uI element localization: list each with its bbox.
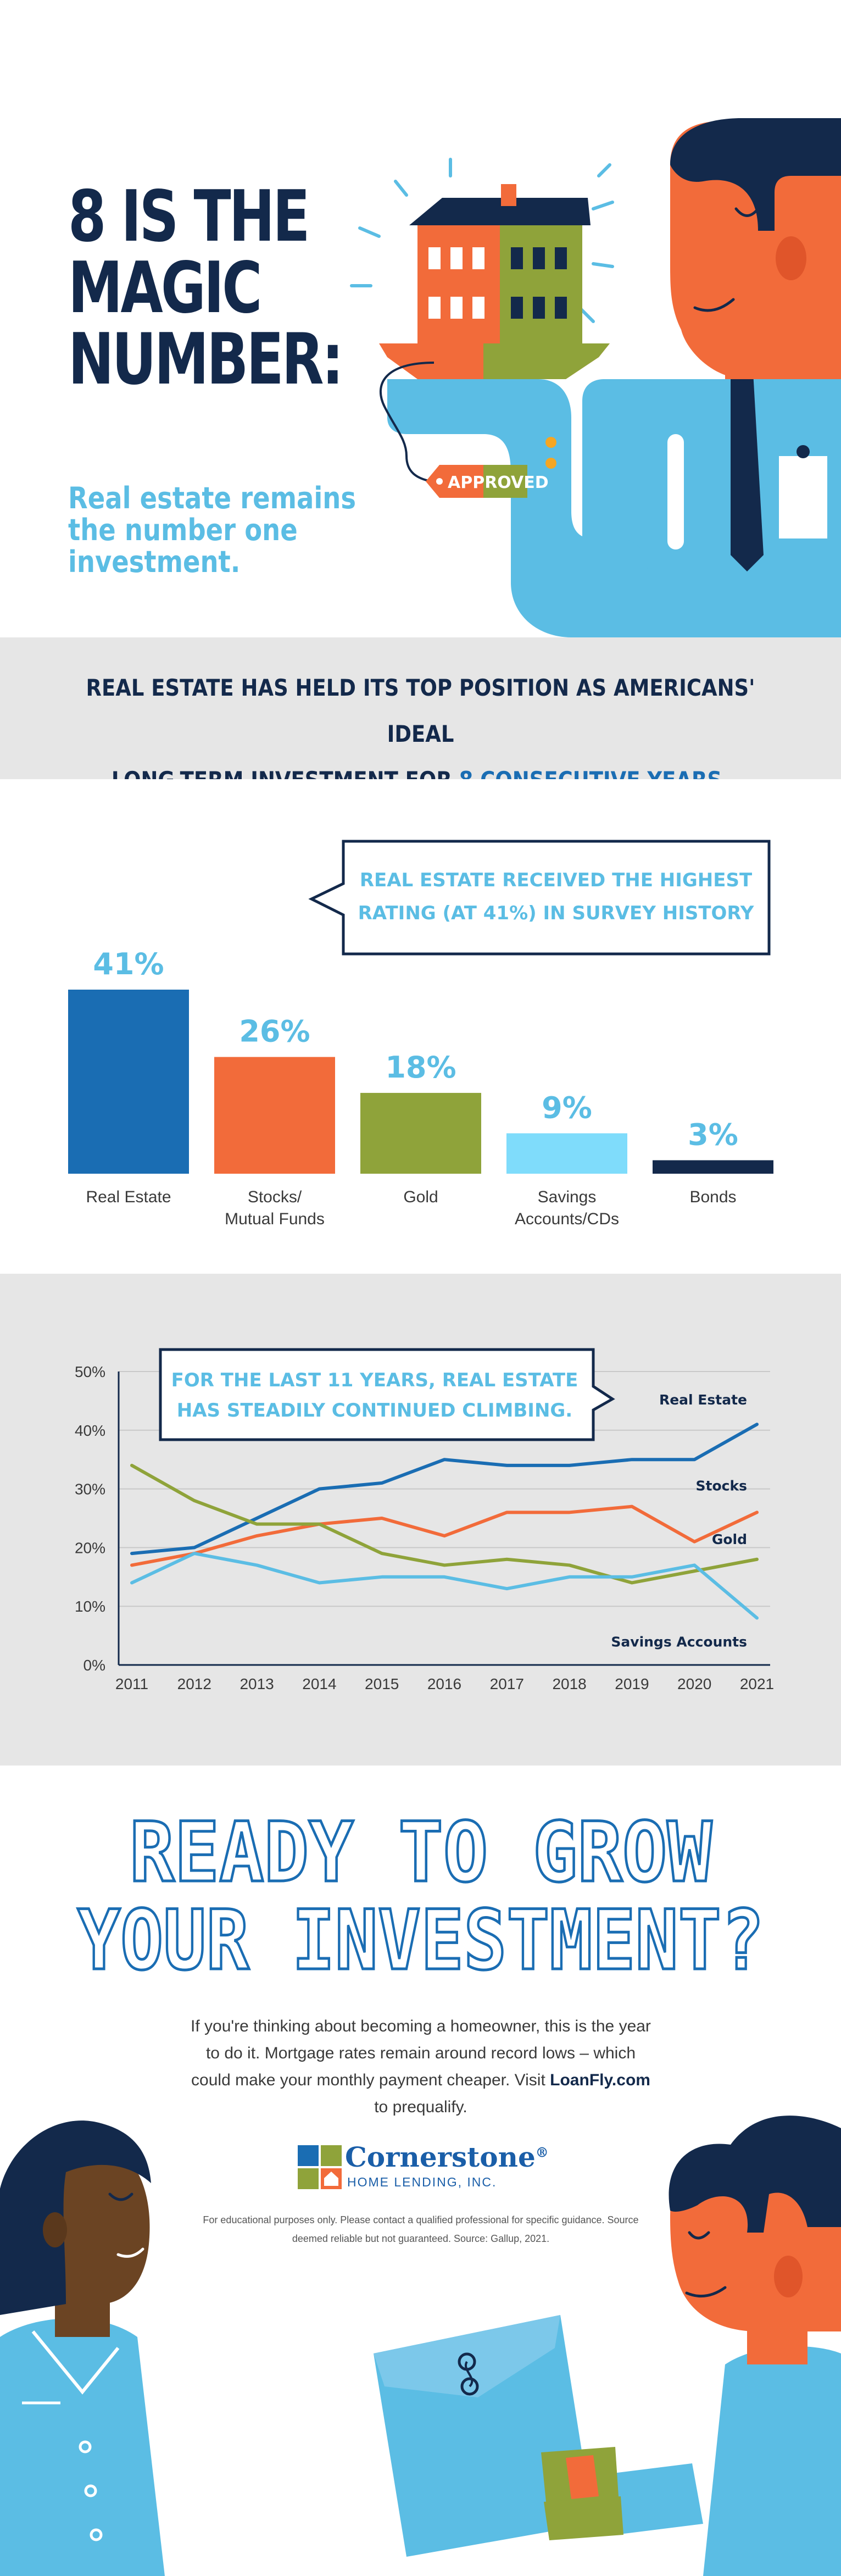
line-callout: FOR THE LAST 11 YEARS, REAL ESTATE HAS S… [159,1348,615,1441]
bar-category-label: Savings [538,1188,597,1206]
bar-category-label: Gold [403,1188,438,1206]
woman-illustration [0,2120,165,2576]
man-hair [670,118,841,231]
ray-lines [350,158,614,323]
subtitle-line: investment. [68,545,241,579]
cta-body-after: to prequalify. [374,2098,467,2116]
approved-tag-text: APPROVED [448,473,549,492]
series-label: Savings Accounts [611,1634,747,1650]
y-tick-label: 0% [83,1657,105,1674]
x-tick-label: 2015 [365,1675,399,1692]
series-line-3 [130,1552,759,1620]
cta-headline-svg: READY TO GROW YOUR INVESTMENT? [76,1804,765,1986]
cta-body-text: If you're thinking about becoming a home… [187,2013,655,2120]
bar-chart: REAL ESTATE RECEIVED THE HIGHEST RATING … [68,840,773,1228]
logo-subtitle: HOME LENDING, INC. [347,2175,497,2189]
bar-category-label: Stocks/ [248,1188,302,1206]
callout-line: REAL ESTATE RECEIVED THE HIGHEST [360,869,753,891]
bar-chart-section: REAL ESTATE RECEIVED THE HIGHEST RATING … [0,779,841,1274]
cta-section: READY TO GROW YOUR INVESTMENT? If you're… [0,1766,841,2576]
series-label: Gold [712,1531,747,1547]
y-tick-label: 50% [75,1363,105,1380]
series-line-2 [130,1463,759,1585]
bar-callout: REAL ESTATE RECEIVED THE HIGHEST RATING … [308,840,771,956]
tie-shape [731,363,764,571]
y-tick-label: 30% [75,1481,105,1498]
bar-category-label: Real Estate [86,1188,171,1206]
cta-body-before: If you're thinking about becoming a home… [191,2017,651,2089]
x-tick-label: 2017 [490,1675,524,1692]
y-tick-label: 10% [75,1598,105,1615]
bar-0 [68,990,189,1174]
callout-line: FOR THE LAST 11 YEARS, REAL ESTATE [171,1369,578,1391]
callout-line: RATING (AT 41%) IN SURVEY HISTORY [358,902,754,924]
bar-category-label: Accounts/CDs [515,1210,619,1228]
cornerstone-logo[interactable]: Cornerstone® HOME LENDING, INC. [298,2141,550,2198]
hero-illustration: APPROVED [350,118,841,637]
bar-2 [360,1092,481,1174]
bar-category-label: Bonds [689,1188,736,1206]
loanfly-link[interactable]: LoanFly.com [550,2071,650,2089]
bar-value-label: 18% [385,1050,456,1085]
line-chart-section: 0% 10% 20% 30% 40% 50% 2011 2012 2013 2014 2015 201… [0,1274,841,1766]
cornerstone-logo-icon [298,2145,342,2189]
man-hair [669,2116,841,2233]
y-tick-label: 40% [75,1422,105,1439]
house-icon [409,184,591,343]
page-title: 8 IS THE MAGIC NUMBER: [68,176,344,401]
subtitle-line: Real estate remains [68,481,356,515]
banner-section: REAL ESTATE HAS HELD ITS TOP POSITION AS… [0,637,841,793]
callout-line: HAS STEADILY CONTINUED CLIMBING. [177,1400,572,1422]
logo-registered-mark: ® [535,2144,549,2161]
envelope-icon [374,2315,593,2557]
x-tick-label: 2020 [677,1675,711,1692]
bar-value-label: 9% [542,1090,592,1125]
x-tick-label: 2011 [115,1675,148,1692]
bar-1 [214,1057,335,1174]
bar-value-label: 26% [239,1014,310,1049]
logo-name: Cornerstone® [345,2141,549,2173]
series-label: Stocks [696,1478,747,1494]
line-chart: 0% 10% 20% 30% 40% 50% 2011 2012 2013 2014 2015 201… [75,1348,774,1692]
approved-tag: APPROVED [426,465,549,498]
x-tick-label: 2019 [615,1675,649,1692]
series-line-1 [130,1504,759,1567]
hero-section: APPROVED 8 IS THE MAGIC NUMBER: Real est… [0,0,841,637]
bar-4 [653,1160,773,1174]
cta-headline-line: YOUR INVESTMENT? [77,1893,764,1985]
subtitle-line: the number one [68,513,298,547]
man-head [670,121,841,379]
cta-headline: READY TO GROW YOUR INVESTMENT? [0,1798,841,1986]
man-illustration [374,2116,841,2576]
series-label: Real Estate [659,1392,747,1408]
page-subtitle: Real estate remains the number one inves… [68,481,356,579]
x-tick-label: 2016 [427,1675,461,1692]
x-tick-label: 2013 [240,1675,274,1692]
bar-3 [506,1133,627,1174]
title-line: MAGIC [68,247,262,329]
badge-icon [779,456,827,538]
logo-name-text: Cornerstone [345,2141,536,2173]
x-tick-label: 2012 [177,1675,211,1692]
bar-value-label: 41% [93,947,164,981]
x-tick-label: 2018 [552,1675,586,1692]
x-tick-label: 2014 [302,1675,336,1692]
y-tick-label: 20% [75,1539,105,1556]
x-tick-label: 2021 [740,1675,774,1692]
cta-headline-line: READY TO GROW [130,1805,712,1901]
series-line-0 [130,1423,759,1556]
bar-value-label: 3% [688,1117,738,1152]
woman-hair [0,2120,151,2315]
title-line: 8 IS THE [68,176,310,258]
banner-line-1: REAL ESTATE HAS HELD ITS TOP POSITION AS… [86,674,755,747]
cta-illustration [0,2116,841,2576]
arm-shape [387,379,648,637]
disclaimer-text: For educational purposes only. Please co… [203,2214,639,2244]
bar-category-label: Mutual Funds [225,1210,325,1228]
title-line: NUMBER: [68,319,344,401]
